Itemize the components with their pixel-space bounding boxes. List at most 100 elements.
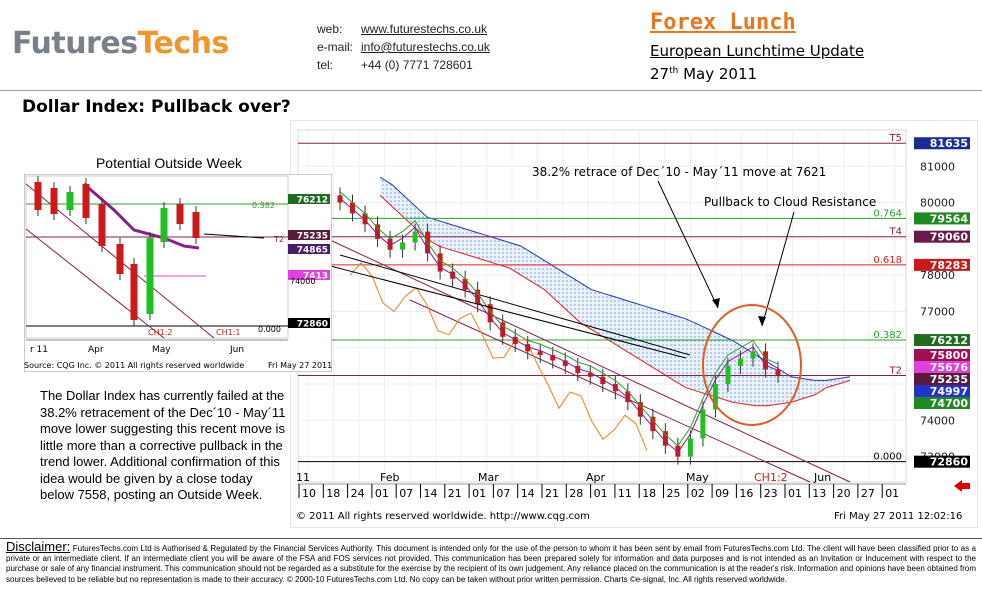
candle-body [537, 351, 543, 355]
y-tick-label: 74000 [920, 414, 955, 427]
level-label: 0.382 [873, 330, 902, 341]
inset-price-tag [288, 244, 330, 254]
chart-copyright: © 2011 All rights reserved worldwide. ht… [296, 511, 590, 522]
price-tag-label: 75235 [930, 373, 968, 386]
contact-block: web: www.futurestechs.co.uk e-mail: info… [317, 22, 617, 82]
x-month-label: 11 [296, 471, 310, 484]
web-label: web: [317, 22, 343, 36]
candle-body [575, 365, 581, 374]
arrow-cloud-head [758, 316, 766, 326]
price-tag-label: 79060 [930, 231, 969, 244]
inset-title: Potential Outside Week [95, 155, 243, 171]
candle-body [462, 278, 468, 290]
annotation-retrace: 38.2% retrace of Dec´10 - May´11 move at… [532, 165, 826, 179]
price-tag [914, 212, 970, 225]
x-date-label: 10 [302, 487, 316, 500]
x-date-label: 14 [424, 487, 438, 500]
x-date-label: 27 [861, 487, 875, 500]
x-month-label: Apr [586, 471, 606, 484]
price-tag-label: 74700 [930, 397, 969, 410]
lagging-span-line [349, 262, 648, 451]
tel-label: tel: [317, 58, 334, 72]
price-tag [914, 334, 970, 347]
candle-body [750, 351, 756, 359]
inset-price-tag-label: 75235 [297, 232, 328, 242]
date-rest: May 2011 [678, 65, 758, 83]
inset-fib-label: 0.382 [252, 201, 275, 210]
price-tag [914, 258, 970, 271]
report-title: Forex Lunch [650, 10, 796, 35]
inset-price-tag-label: 72860 [297, 320, 328, 330]
candle-body [387, 238, 393, 250]
price-tag [914, 230, 970, 243]
price-tag-label: 75676 [930, 361, 969, 374]
candle-body [687, 438, 693, 457]
channel-lower-line [409, 299, 811, 483]
x-date-label: 21 [448, 487, 462, 500]
inset-month-4: Jun [229, 345, 244, 355]
commentary-text: The Dollar Index has currently failed at… [40, 388, 286, 502]
web-link[interactable]: www.futurestechs.co.uk [361, 22, 488, 36]
price-tag [914, 137, 970, 150]
candle-body [725, 365, 731, 385]
inset-price-tag-label: 74865 [297, 246, 328, 256]
inset-ch-label-1: CH1:2 [148, 328, 172, 337]
level-label: T5 [889, 133, 902, 144]
price-tag [914, 384, 970, 397]
x-date-label: 13 [812, 487, 826, 500]
x-date-label: 18 [326, 487, 340, 500]
price-tag-label: 81635 [930, 137, 968, 150]
header-divider [0, 90, 982, 91]
x-date-label: 02 [691, 487, 705, 500]
level-label: T2 [889, 365, 902, 376]
inset-source: Source: CQG Inc. © 2011 All rights reser… [24, 361, 244, 370]
candle-body [337, 195, 343, 203]
inset-month-2: Apr [88, 345, 104, 355]
x-date-label: 23 [764, 487, 778, 500]
main-chart: 73000740007500077000780008000081000 T50.… [290, 120, 978, 528]
report-date: 27th May 2011 [650, 65, 757, 83]
inset-plot-area [25, 175, 289, 339]
arrow-retrace [657, 180, 719, 309]
price-tag [914, 360, 970, 373]
candle-body [450, 271, 456, 279]
scroll-left-arrow-tail [958, 483, 970, 489]
price-tag-label: 72860 [930, 456, 969, 469]
candle-body [625, 391, 631, 403]
price-tag [914, 372, 970, 385]
inset-price-tag [288, 318, 330, 328]
inset-price-tag [288, 270, 330, 280]
inset-candle-body [160, 208, 168, 242]
candle-body [600, 376, 606, 385]
level-label: 0.618 [873, 255, 902, 266]
candle-body [675, 445, 681, 457]
logo-futures: Futures [12, 26, 138, 61]
y-tick-label: 78000 [920, 269, 955, 282]
x-month-label: Feb [380, 471, 399, 484]
inset-candle-body [176, 204, 184, 224]
highlight-circle [702, 304, 802, 426]
candle-body [412, 231, 418, 243]
inset-date: Fri May 27 2011 [268, 361, 332, 370]
disclaimer-body: FuturesTechs.com Ltd is Authorised & Reg… [6, 544, 976, 584]
price-tag [914, 396, 970, 409]
inset-axis-tick: 74000 [290, 277, 315, 286]
x-date-label: 01 [472, 487, 486, 500]
candle-body [587, 373, 593, 377]
annotation-cloud: Pullback to Cloud Resistance [704, 195, 876, 209]
disclaimer-heading: Disclaimer: [6, 539, 71, 554]
inset-channel-line-2 [25, 228, 165, 339]
cloud-upper-line [379, 176, 851, 381]
x-date-label: 21 [545, 487, 559, 500]
cloud-lower-line [379, 194, 851, 407]
inset-arrow-line [203, 233, 265, 239]
candle-body [775, 369, 781, 375]
x-date-label: 11 [618, 487, 632, 500]
email-label: e-mail: [317, 40, 354, 54]
disclaimer: Disclaimer: FuturesTechs.com Ltd is Auth… [6, 539, 976, 585]
inset-price-tag-label: 76212 [297, 196, 328, 206]
inset-ch-label-2: CH1:1 [216, 328, 240, 337]
email-link[interactable]: info@futurestechs.co.uk [361, 40, 490, 54]
price-tag-label: 76212 [930, 334, 968, 347]
